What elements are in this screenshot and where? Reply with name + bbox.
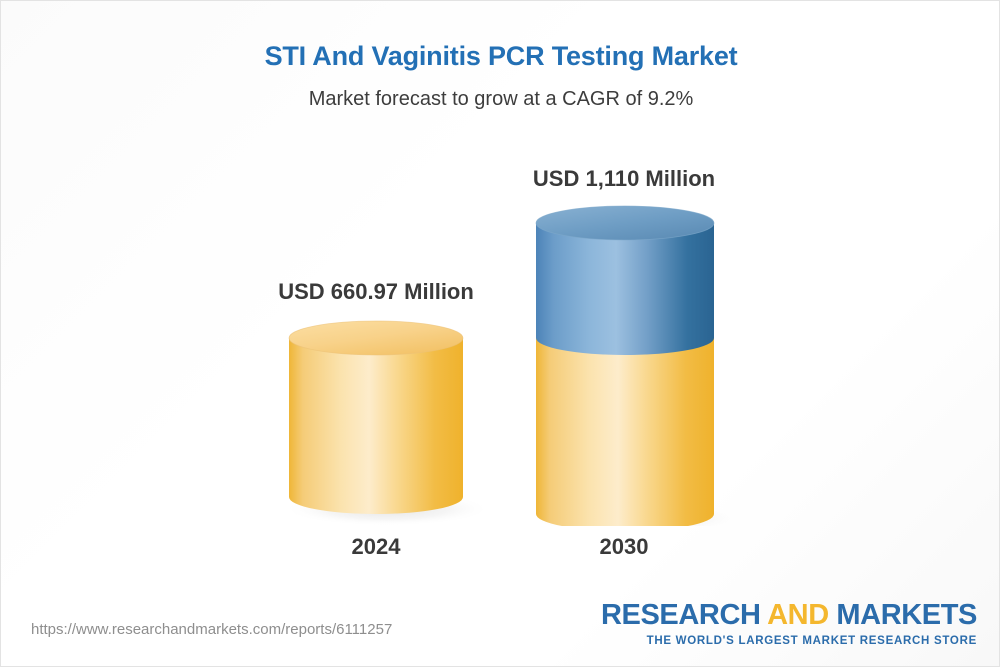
bar-2024 <box>283 320 491 526</box>
bar-2030 <box>530 205 742 526</box>
category-label-2030: 2030 <box>599 534 649 559</box>
logo-tagline: THE WORLD'S LARGEST MARKET RESEARCH STOR… <box>646 635 977 647</box>
logo-word-and: AND <box>760 599 837 631</box>
plot-area: USD 660.97 Million <box>1 1 999 581</box>
logo-word-research: RESEARCH <box>600 599 761 631</box>
category-label-2024: 2024 <box>351 534 401 559</box>
value-label-2030: USD 1,110 Million <box>532 166 716 191</box>
value-label-2024: USD 660.97 Million <box>278 279 474 304</box>
chart-title: STI And Vaginitis PCR Testing Market <box>264 41 738 71</box>
logo-word-markets: MARKETS <box>836 599 977 631</box>
chart-subtitle: Market forecast to grow at a CAGR of 9.2… <box>308 88 694 110</box>
source-url[interactable]: https://www.researchandmarkets.com/repor… <box>31 621 393 638</box>
logo-wordmark: RESEARCH AND MARKETS <box>601 601 977 630</box>
brand-logo[interactable]: RESEARCH AND MARKETS THE WORLD'S LARGEST… <box>601 601 977 648</box>
